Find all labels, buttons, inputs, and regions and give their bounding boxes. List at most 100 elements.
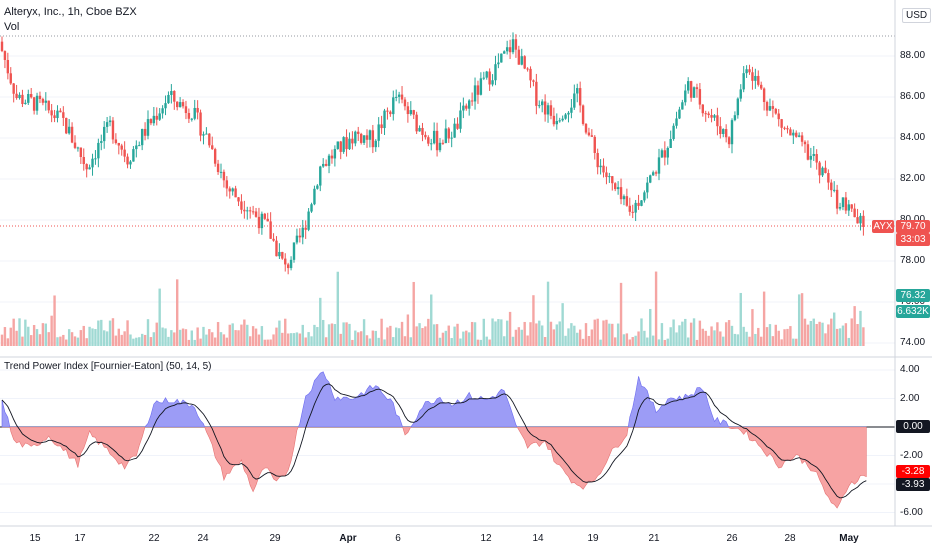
- candle-body: [760, 84, 763, 89]
- volume-bar: [149, 337, 153, 346]
- candle-body: [462, 105, 465, 111]
- candle-body: [143, 128, 147, 136]
- volume-bar: [806, 324, 810, 346]
- time-tick-label: 17: [74, 533, 86, 544]
- volume-bar: [570, 323, 573, 346]
- candle-body: [684, 90, 687, 103]
- volume-bar: [485, 336, 488, 346]
- candle-body: [491, 80, 494, 85]
- candle-body: [3, 51, 7, 60]
- volume-bar: [249, 336, 252, 346]
- symbol-title[interactable]: Alteryx, Inc., 1h, Cboe BZX: [4, 6, 137, 18]
- candle-body: [593, 136, 596, 153]
- volume-bar: [853, 306, 856, 346]
- candle-body: [526, 68, 529, 70]
- candle-body: [129, 161, 132, 165]
- candle-body: [561, 118, 564, 121]
- volume-bar: [663, 339, 667, 346]
- candle-body: [368, 130, 372, 140]
- volume-bar: [82, 325, 85, 346]
- volume-bar: [202, 326, 205, 346]
- volume-bar: [380, 318, 383, 346]
- volume-bar: [479, 339, 483, 346]
- candle-body: [497, 62, 500, 65]
- candle-body: [844, 197, 848, 211]
- volume-bar: [211, 332, 214, 346]
- volume-bar: [371, 330, 375, 346]
- volume-legend[interactable]: Vol: [4, 21, 20, 33]
- currency-label[interactable]: USD: [902, 8, 932, 23]
- indicator-tick-label: 2.00: [900, 392, 920, 404]
- candle-body: [266, 218, 269, 222]
- volume-bar: [9, 327, 12, 346]
- candle-body: [751, 72, 754, 81]
- candle-body: [678, 109, 681, 119]
- candle-body: [543, 101, 547, 115]
- volume-bar: [307, 332, 310, 346]
- candle-body: [733, 115, 737, 121]
- volume-bar: [792, 338, 795, 346]
- candle-body: [581, 105, 585, 124]
- volume-bar: [444, 330, 448, 346]
- candle-body: [152, 115, 156, 124]
- volume-bar: [225, 337, 229, 346]
- volume-bar: [219, 332, 223, 346]
- candle-body: [286, 264, 290, 269]
- volume-bar: [395, 327, 398, 346]
- volume-bar: [815, 323, 818, 346]
- volume-bar: [65, 339, 68, 346]
- candle-body: [535, 81, 538, 106]
- volume-bar: [549, 321, 553, 346]
- indicator-tick-label: 4.00: [900, 364, 920, 375]
- candle-body: [202, 134, 205, 136]
- volume-bar: [351, 339, 354, 346]
- volume-bar: [616, 323, 620, 346]
- volume-bar: [44, 323, 47, 346]
- indicator-legend[interactable]: Trend Power Index [Fournier-Eaton] (50, …: [4, 361, 212, 372]
- volume-bar: [599, 339, 602, 346]
- candle-body: [806, 144, 810, 160]
- candle-body: [657, 157, 661, 174]
- volume-bar: [234, 330, 237, 346]
- volume-bar: [35, 329, 39, 346]
- volume-bar: [856, 324, 859, 346]
- volume-bar: [173, 332, 176, 346]
- volume-bar: [833, 312, 836, 346]
- candle-body: [114, 139, 118, 144]
- candle-body: [687, 81, 690, 91]
- volume-bar: [161, 327, 164, 346]
- volume-bar: [797, 294, 801, 346]
- candle-body: [584, 123, 588, 133]
- volume-ma-badge: 76.32: [896, 289, 930, 302]
- candle-body: [301, 227, 304, 238]
- volume-bar: [231, 323, 234, 346]
- volume-bar: [835, 328, 839, 346]
- volume-bar: [771, 336, 775, 346]
- candle-body: [397, 94, 401, 97]
- candle-body: [835, 189, 839, 209]
- candle-body: [310, 204, 313, 212]
- candle-body: [269, 221, 272, 239]
- candle-body: [351, 138, 354, 144]
- candle-body: [146, 119, 150, 136]
- candle-body: [768, 106, 772, 111]
- candle-body: [9, 73, 12, 84]
- volume-bar: [503, 336, 506, 346]
- candle-body: [833, 189, 836, 191]
- candle-body: [421, 127, 424, 135]
- volume-bar: [803, 318, 807, 346]
- index-black-badge: -3.93: [896, 478, 930, 491]
- indicator-tick-label: -2.00: [900, 449, 923, 461]
- volume-bar: [637, 331, 640, 346]
- volume-bar: [757, 327, 760, 346]
- volume-bar: [187, 339, 191, 346]
- candle-body: [675, 118, 678, 126]
- symbol-badge: AYX: [872, 220, 894, 233]
- volume-bar: [470, 321, 474, 346]
- candle-body: [482, 77, 485, 79]
- candle-body: [596, 152, 599, 168]
- volume-bar: [748, 336, 751, 346]
- volume-bar: [322, 319, 325, 346]
- volume-bar: [821, 322, 824, 346]
